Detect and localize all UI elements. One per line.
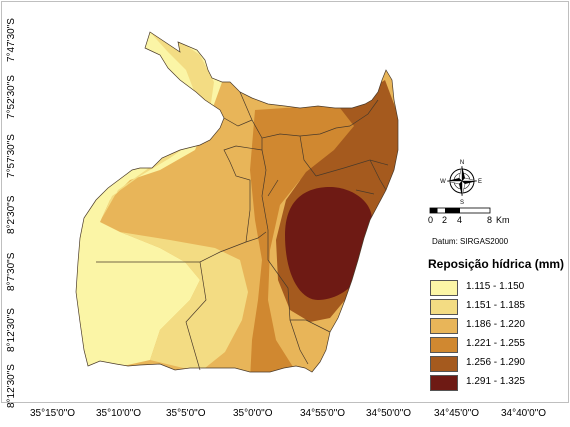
east-label: E [478, 179, 482, 185]
legend-label: 1.256 - 1.290 [466, 357, 525, 368]
lon-label-5: 34°55'0"O [300, 408, 346, 419]
north-arrow: N S E W [440, 160, 482, 206]
lat-label-6: 8°12'30"S [6, 308, 17, 352]
lon-label-8: 34°40'0"O [501, 408, 547, 419]
legend-swatch [430, 299, 458, 315]
lat-label-4: 8°2'30"S [6, 195, 17, 235]
zone-1221-1255 [250, 105, 370, 372]
lon-label-1: 35°15'0"O [30, 408, 76, 419]
lon-label-7: 34°45'0"O [434, 408, 480, 419]
scale-tick-8: 8 [487, 215, 493, 225]
lat-label-1: 7°47'30"S [6, 18, 17, 62]
zone-1151-1185 [120, 232, 248, 372]
legend-swatch [430, 280, 458, 296]
lon-label-2: 35°10'0"O [96, 408, 142, 419]
scale-bar [429, 207, 491, 214]
municipal-boundaries [75, 31, 399, 373]
lon-label-3: 35°5'0"O [166, 408, 206, 419]
datum-label: Datum: SIRGAS2000 [432, 237, 509, 246]
north-label: N [460, 160, 464, 166]
lat-label-5: 8°7'30"S [6, 252, 17, 292]
lon-label-6: 34°50'0"O [366, 408, 412, 419]
lat-label-7: 8°12'30"S [6, 364, 17, 408]
scale-tick-4: 4 [457, 215, 463, 225]
scale-tick-2: 2 [442, 215, 448, 225]
legend-label: 1.221 - 1.255 [466, 338, 525, 349]
legend-label: 1.186 - 1.220 [466, 319, 525, 330]
scale-tick-0: 0 [428, 215, 434, 225]
west-label: W [440, 179, 446, 185]
legend-swatch [430, 356, 458, 372]
south-label: S [460, 200, 464, 206]
legend-swatch [430, 337, 458, 353]
legend-label: 1.291 - 1.325 [466, 376, 525, 387]
lat-label-2: 7°52'30"S [6, 75, 17, 119]
legend-label: 1.151 - 1.185 [466, 300, 525, 311]
scale-unit: Km [496, 215, 510, 225]
lon-label-4: 35°0'0"O [233, 408, 273, 419]
legend-title: Reposição hídrica (mm) [428, 257, 565, 271]
map-frame [1, 1, 569, 403]
legend-swatch [430, 375, 458, 391]
legend-swatch [430, 318, 458, 334]
lat-label-3: 7°57'30"S [6, 134, 17, 178]
legend-label: 1.115 - 1.150 [466, 281, 525, 292]
zone-1291-1325-core [285, 187, 372, 300]
